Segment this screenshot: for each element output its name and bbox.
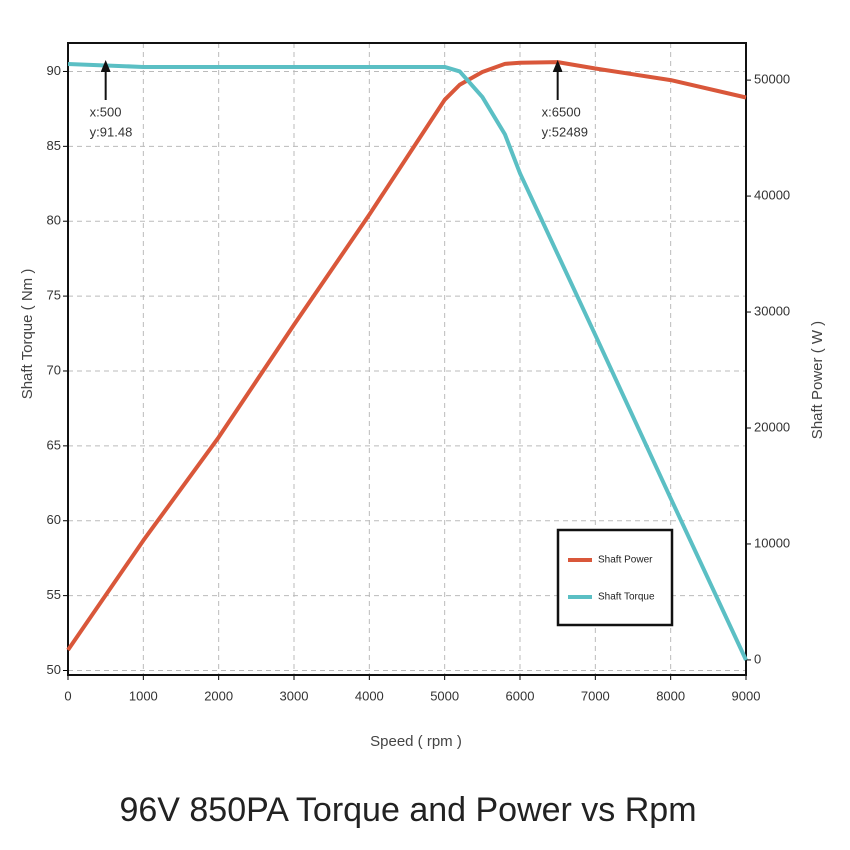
legend-box bbox=[556, 528, 674, 627]
y2-tick-label: 0 bbox=[754, 651, 761, 666]
y-tick-label: 75 bbox=[47, 288, 61, 303]
x-tick-label: 2000 bbox=[204, 688, 233, 703]
y2-tick-label: 40000 bbox=[754, 188, 790, 203]
legend-label: Shaft Power bbox=[598, 555, 653, 566]
annotation-text: x:500 bbox=[90, 104, 122, 119]
y-tick-label: 90 bbox=[47, 63, 61, 78]
y-tick-label: 65 bbox=[47, 437, 61, 452]
y2-tick-label: 50000 bbox=[754, 72, 790, 87]
chart-title: 96V 850PA Torque and Power vs Rpm bbox=[119, 791, 696, 829]
x-tick-label: 6000 bbox=[506, 688, 535, 703]
y-tick-label: 60 bbox=[47, 512, 61, 527]
x-tick-label: 0 bbox=[64, 688, 71, 703]
y-tick-label: 70 bbox=[47, 362, 61, 377]
y2-axis-title: Shaft Power ( W ) bbox=[809, 321, 826, 439]
annotation-text: y:52489 bbox=[542, 124, 588, 139]
y-tick-label: 50 bbox=[47, 662, 61, 677]
annotation-arrowhead bbox=[552, 60, 563, 72]
x-tick-label: 1000 bbox=[129, 688, 158, 703]
x-tick-label: 8000 bbox=[656, 688, 685, 703]
x-tick-label: 9000 bbox=[732, 688, 761, 703]
y-tick-label: 85 bbox=[47, 138, 61, 153]
y2-tick-label: 30000 bbox=[754, 303, 790, 318]
annotation-arrowhead bbox=[100, 60, 111, 72]
y2-tick-label: 20000 bbox=[754, 419, 790, 434]
series-line bbox=[67, 61, 748, 661]
y-tick-label: 80 bbox=[47, 213, 61, 228]
annotation-text: x:6500 bbox=[542, 104, 581, 119]
x-tick-label: 5000 bbox=[430, 688, 459, 703]
y2-tick-label: 10000 bbox=[754, 535, 790, 550]
legend-label: Shaft Torque bbox=[598, 592, 655, 603]
x-tick-label: 3000 bbox=[280, 688, 309, 703]
plot-frame bbox=[67, 42, 747, 676]
y-tick-label: 55 bbox=[47, 587, 61, 602]
annotation-text: y:91.48 bbox=[90, 124, 133, 139]
x-tick-label: 4000 bbox=[355, 688, 384, 703]
x-tick-label: 7000 bbox=[581, 688, 610, 703]
series-line bbox=[66, 60, 747, 652]
x-axis-title: Speed ( rpm ) bbox=[370, 733, 462, 750]
y-axis-title: Shaft Torque ( Nm ) bbox=[19, 269, 36, 400]
